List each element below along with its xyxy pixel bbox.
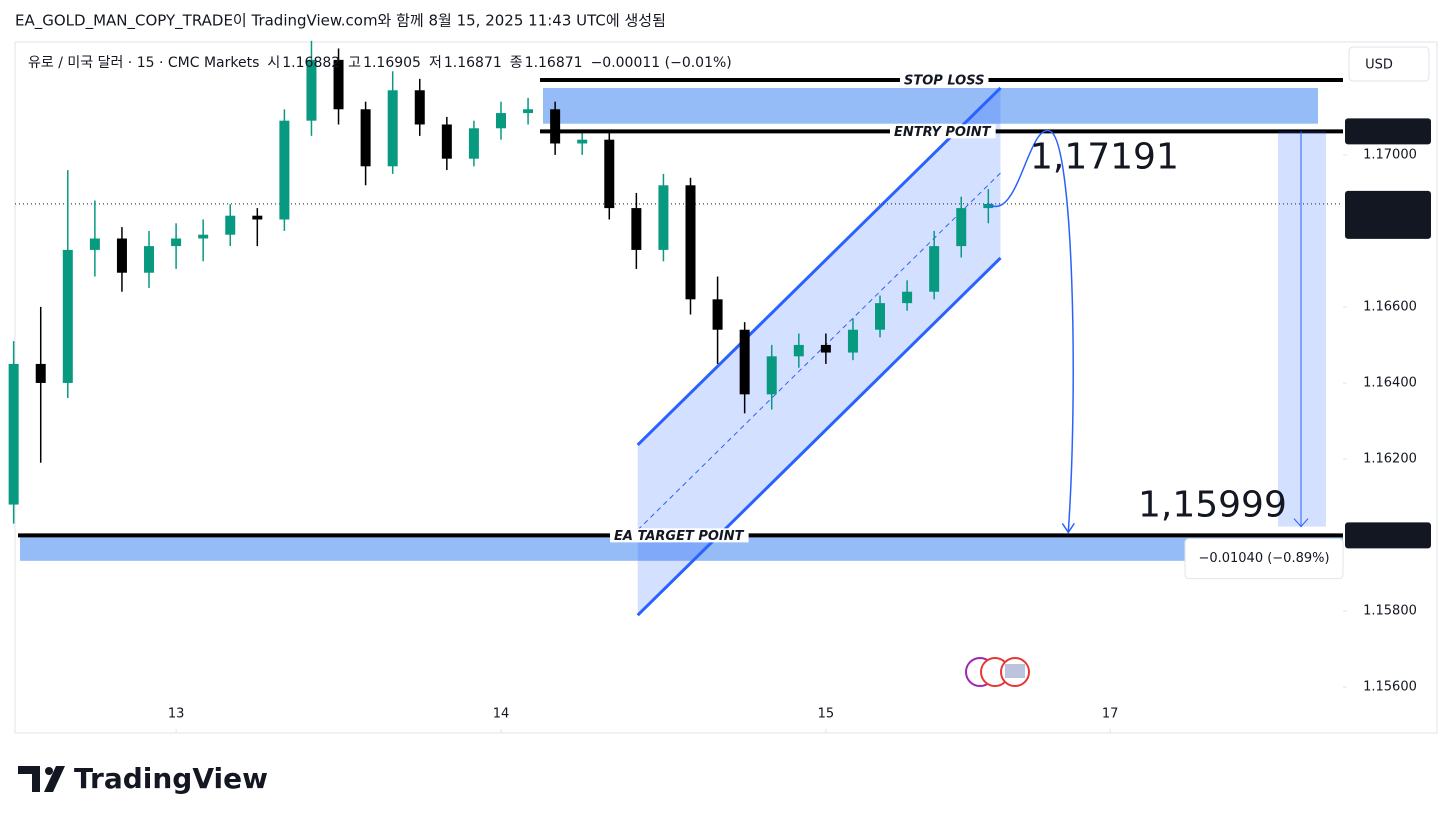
legend-change: −0.00011 (−0.01%) bbox=[591, 55, 732, 71]
candle-body bbox=[360, 109, 371, 167]
y-tick-label: 1.16600 bbox=[1363, 299, 1417, 314]
candle-body bbox=[685, 185, 696, 300]
measure-range bbox=[1278, 131, 1326, 527]
chart-frame bbox=[14, 41, 1438, 734]
candle-body bbox=[333, 59, 344, 110]
candle-body bbox=[658, 185, 669, 250]
price-label-box bbox=[1345, 118, 1431, 145]
x-tick-label: 13 bbox=[168, 707, 185, 722]
legend: 유로 / 미국 달러 · 15 · CMC Markets 시 1.16882 고 1.… bbox=[28, 55, 732, 71]
candle-body bbox=[468, 128, 479, 159]
candle-body bbox=[279, 120, 290, 220]
legend-close: 1.16871 bbox=[525, 55, 583, 71]
legend-symbol: 유로 / 미국 달러 · 15 · CMC Markets bbox=[28, 55, 259, 71]
candle-body bbox=[929, 246, 940, 292]
measure-label: −0.01040 (−0.89%) bbox=[1198, 551, 1329, 566]
candle-body bbox=[523, 109, 534, 114]
candle-body bbox=[306, 59, 317, 121]
price-label: 1.16871 bbox=[1358, 196, 1417, 211]
candle-body bbox=[712, 299, 723, 330]
x-tick-label: 15 bbox=[818, 707, 835, 722]
candle-body bbox=[198, 234, 209, 239]
projection-arrow bbox=[987, 130, 1074, 532]
logo: TradingView bbox=[18, 762, 268, 795]
legend-open: 1.16882 bbox=[282, 55, 340, 71]
legend-close-label: 종 bbox=[510, 55, 523, 71]
projection-arrowhead bbox=[1061, 522, 1075, 534]
currency-button[interactable] bbox=[1348, 46, 1430, 82]
candle-body bbox=[604, 139, 615, 209]
candle-body bbox=[8, 363, 19, 505]
event-icons bbox=[965, 657, 1030, 687]
legend-high: 1.16905 bbox=[363, 55, 421, 71]
channel-mid bbox=[637, 172, 1001, 531]
candle-body bbox=[89, 238, 100, 250]
candle-body bbox=[441, 124, 452, 159]
y-tick-label: 1.17000 bbox=[1363, 147, 1417, 162]
level-label: ENTRY POINT bbox=[894, 125, 992, 140]
y-tick-label: 1.16400 bbox=[1363, 375, 1417, 390]
channel-lower bbox=[636, 256, 1002, 617]
legend-low-label: 저 bbox=[429, 55, 442, 71]
candle-body bbox=[875, 303, 886, 330]
level-label-bg bbox=[900, 73, 989, 88]
logo-text: TradingView bbox=[74, 762, 268, 795]
candle-body bbox=[144, 246, 155, 273]
candle-body bbox=[414, 90, 425, 125]
zone bbox=[20, 536, 1343, 561]
level-label: STOP LOSS bbox=[904, 74, 984, 89]
candle-body bbox=[847, 329, 858, 353]
header-title: EA_GOLD_MAN_COPY_TRADE이 TradingView.com와… bbox=[15, 12, 666, 31]
candle-body bbox=[983, 203, 994, 209]
level-label-bg bbox=[890, 124, 996, 139]
candle-body bbox=[550, 109, 561, 144]
level-label-bg bbox=[610, 528, 749, 543]
price-label: 1.15999 bbox=[1358, 528, 1417, 543]
plot-area bbox=[8, 40, 1343, 617]
candle-body bbox=[766, 356, 777, 395]
candle-body bbox=[35, 363, 46, 383]
candle-body bbox=[387, 90, 398, 167]
candle-body bbox=[577, 139, 588, 144]
candle-body bbox=[252, 215, 263, 220]
overlay: STOP LOSS ENTRY POINT EA TARGET POINT −0.01… bbox=[18, 73, 1344, 580]
candle-body bbox=[171, 238, 182, 247]
measure-label-box bbox=[1184, 538, 1344, 580]
level-label: EA TARGET POINT bbox=[614, 529, 745, 544]
candle-body bbox=[793, 344, 804, 357]
candle-body bbox=[225, 215, 236, 235]
legend-low: 1.16871 bbox=[444, 55, 502, 71]
y-tick-label: 1.15800 bbox=[1363, 603, 1417, 618]
candle-body bbox=[820, 344, 831, 353]
channel-upper bbox=[636, 86, 1002, 446]
y-tick-label: 1.15600 bbox=[1363, 680, 1417, 695]
candle-body bbox=[631, 208, 642, 250]
measure-arrowhead bbox=[1293, 518, 1309, 528]
legend-open-label: 시 bbox=[267, 55, 280, 71]
candle-body bbox=[62, 249, 73, 383]
legend-high-label: 고 bbox=[348, 55, 361, 71]
y-tick-label: 1.16200 bbox=[1363, 451, 1417, 466]
callout: 1,15999 bbox=[1138, 484, 1287, 525]
currency: USD bbox=[1365, 58, 1393, 73]
candle-body bbox=[116, 238, 127, 273]
callout: 1,17191 bbox=[1030, 136, 1179, 177]
price-label-box bbox=[1345, 190, 1431, 239]
price-label-box bbox=[1345, 522, 1431, 549]
price-label: 1.17062 bbox=[1358, 124, 1417, 139]
candle-body bbox=[495, 113, 506, 129]
countdown: 01:34 bbox=[1359, 219, 1400, 234]
zone bbox=[543, 87, 1318, 124]
x-tick-label: 14 bbox=[493, 707, 510, 722]
candle-body bbox=[739, 329, 750, 395]
candle-body bbox=[902, 291, 913, 304]
x-tick-label: 17 bbox=[1102, 707, 1119, 722]
candle-body bbox=[956, 208, 967, 247]
